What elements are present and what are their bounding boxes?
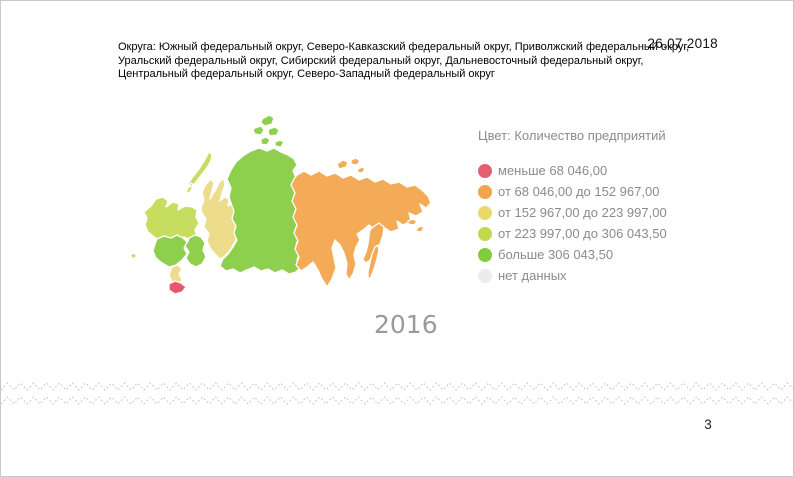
russia-map-svg [129,114,432,295]
legend-item: больше 306 043,50 [478,244,667,265]
legend-color-dot [478,247,492,262]
page-number: 3 [704,417,712,432]
map-islands-severnaya-zemlya[interactable] [252,114,285,148]
map-peninsula-kamchatka[interactable] [362,222,385,264]
legend-item-label: от 68 046,00 до 152 967,00 [498,184,660,199]
year-label: 2016 [374,310,438,339]
legend-item-label: нет данных [498,268,567,283]
districts-summary: Округа: Южный федеральный округ, Северо-… [118,41,690,81]
legend-item: от 68 046,00 до 152 967,00 [478,181,667,202]
map-islands-new-siberian[interactable] [336,157,366,174]
legend-item-label: больше 306 043,50 [498,247,614,262]
map-region-fareast-fd[interactable] [290,170,432,288]
legend-color-dot [478,184,492,199]
russia-map [111,111,471,341]
legend-item: меньше 68 046,00 [478,160,667,181]
map-region-central-fd[interactable] [152,234,188,268]
legend-item: от 223 997,00 до 306 043,50 [478,223,667,244]
legend-color-dot [478,205,492,220]
legend-color-dot [478,268,492,283]
legend-item-label: от 223 997,00 до 306 043,50 [498,226,667,241]
map-island-novaya-zemlya[interactable] [185,152,213,195]
map-region-caucasus-fd[interactable] [168,280,187,295]
map-island-sakhalin[interactable] [367,244,380,280]
map-region-northwest-fd[interactable] [143,196,200,242]
map-region-volga-fd[interactable] [184,234,207,268]
legend-item: нет данных [478,265,667,286]
map-region-kaliningrad[interactable] [129,252,138,260]
map-legend: Цвет: Количество предприятий меньше 68 0… [478,128,667,286]
legend-item-label: меньше 68 046,00 [498,163,608,178]
legend-title: Цвет: Количество предприятий [478,128,666,143]
legend-item-label: от 152 967,00 до 223 997,00 [498,205,667,220]
report-date: 26.07.2018 [647,36,718,51]
legend-color-dot [478,163,492,178]
legend-color-dot [478,226,492,241]
map-islands-chukotka[interactable] [407,218,425,233]
legend-item: от 152 967,00 до 223 997,00 [478,202,667,223]
map-region-southern-fd[interactable] [168,264,183,286]
